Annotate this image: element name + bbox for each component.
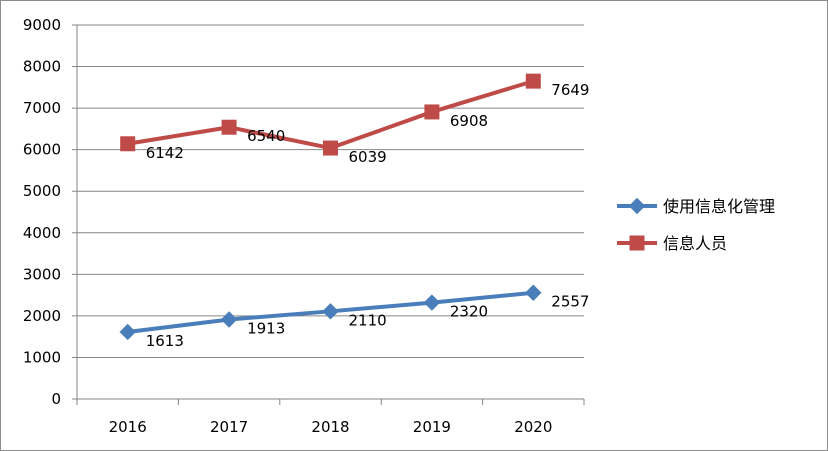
data-point-marker: [119, 323, 136, 341]
data-point-marker: [423, 294, 441, 311]
y-tick-label: 1000: [23, 348, 61, 366]
legend-label: 信息人员: [663, 234, 727, 253]
data-label: 2557: [551, 293, 589, 311]
y-tick-labels: 0 1000 2000 3000 4000 5000 6000 7000 8000 9000: [23, 16, 61, 408]
series-layer: [119, 73, 542, 341]
axes: [72, 24, 585, 405]
data-label: 6039: [349, 148, 387, 166]
legend-swatch-marker: [628, 197, 646, 215]
x-tick-label-2017: 2017: [210, 418, 248, 436]
data-point-marker: [424, 104, 440, 120]
y-tick-label: 8000: [23, 58, 61, 76]
data-labels: 1613 1913 2110 2320 2557 6142 6540 6039 6908 7649: [146, 81, 590, 350]
data-point-marker: [525, 284, 542, 301]
x-tick-label-2016: 2016: [109, 418, 147, 436]
series-usage: [119, 284, 542, 341]
legend-item-usage: 使用信息化管理: [617, 197, 775, 216]
data-label: 6540: [247, 127, 285, 145]
data-point-marker: [525, 73, 541, 89]
y-tick-label: 2000: [23, 307, 61, 325]
data-label: 1913: [247, 320, 285, 338]
y-tick-label: 6000: [23, 141, 61, 159]
y-tick-label: 9000: [23, 16, 61, 34]
x-tick-labels: 2016 2017 2018 2019 2020: [109, 418, 553, 436]
legend-swatch-marker: [629, 235, 645, 251]
y-tick-label: 3000: [23, 265, 61, 283]
y-tick-label: 0: [51, 390, 61, 408]
x-tick-label-2020: 2020: [514, 418, 552, 436]
data-point-marker: [220, 311, 238, 328]
x-tick-label-2018: 2018: [311, 418, 349, 436]
data-point-marker: [323, 140, 338, 156]
y-tick-label: 4000: [23, 224, 61, 242]
y-tick-label: 7000: [23, 99, 61, 117]
data-label: 2110: [349, 311, 387, 329]
data-label: 2320: [450, 303, 488, 321]
data-point-marker: [322, 303, 339, 320]
legend-item-staff: 信息人员: [617, 234, 727, 253]
data-point-marker: [221, 119, 237, 135]
legend-label: 使用信息化管理: [663, 197, 775, 216]
data-label: 1613: [146, 332, 184, 350]
data-label: 7649: [551, 81, 589, 99]
data-label: 6142: [146, 144, 184, 162]
series-staff: [120, 73, 541, 156]
data-label: 6908: [450, 112, 488, 130]
data-point-marker: [120, 136, 136, 152]
y-tick-label: 5000: [23, 182, 61, 200]
x-tick-label-2019: 2019: [413, 418, 451, 436]
